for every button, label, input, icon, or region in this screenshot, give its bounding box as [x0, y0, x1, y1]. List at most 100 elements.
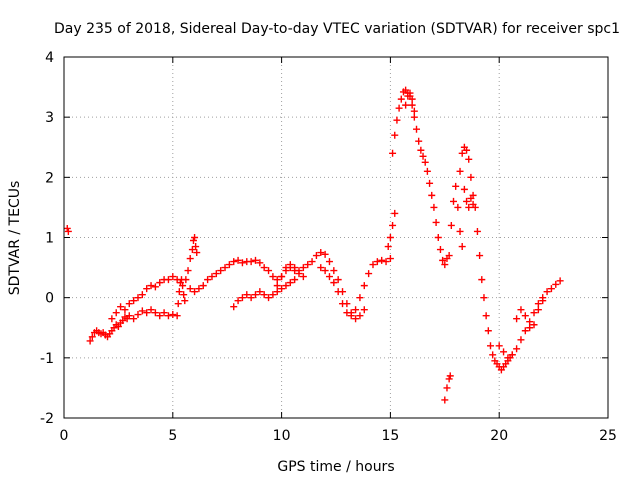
data-point-marker: [238, 259, 246, 267]
data-point-marker: [160, 309, 168, 317]
data-point-marker: [465, 155, 473, 163]
data-point-marker: [64, 227, 72, 235]
data-point-marker: [408, 95, 416, 103]
y-tick-label: 3: [45, 110, 54, 126]
data-point-marker: [291, 264, 299, 272]
grid-lines: [64, 57, 608, 418]
data-point-marker: [439, 256, 447, 264]
data-point-marker: [221, 264, 229, 272]
data-point-marker: [114, 323, 122, 331]
data-point-marker: [417, 146, 425, 154]
data-point-marker: [373, 258, 381, 266]
data-point-marker: [369, 261, 377, 269]
data-point-marker: [134, 294, 142, 302]
data-point-marker: [169, 273, 177, 281]
data-point-marker: [325, 273, 333, 281]
data-point-marker: [450, 197, 458, 205]
data-point-marker: [389, 221, 397, 229]
data-point-marker: [175, 288, 183, 296]
data-point-marker: [504, 354, 512, 362]
data-point-marker: [426, 179, 434, 187]
data-point-marker: [256, 259, 264, 267]
data-point-marker: [521, 312, 529, 320]
data-point-marker: [456, 167, 464, 175]
data-point-marker: [423, 167, 431, 175]
data-point-marker: [130, 297, 138, 305]
data-point-marker: [421, 158, 429, 166]
data-point-marker: [134, 311, 142, 319]
data-point-marker: [428, 191, 436, 199]
data-point-marker: [386, 255, 394, 263]
data-point-marker: [458, 243, 466, 251]
data-point-marker: [164, 276, 172, 284]
data-point-marker: [181, 297, 189, 305]
data-point-marker: [343, 309, 351, 317]
data-point-marker: [265, 294, 273, 302]
data-point-marker: [299, 264, 307, 272]
data-point-marker: [164, 312, 172, 320]
data-point-marker: [406, 89, 414, 97]
data-point-marker: [543, 288, 551, 296]
data-point-marker: [352, 315, 360, 323]
data-point-marker: [534, 300, 542, 308]
axis-ticks: 0 5 10 15 20 25 -2 -1 0 1 2 3 4: [40, 50, 617, 444]
data-point-marker: [186, 255, 194, 263]
data-point-marker: [86, 337, 94, 345]
data-point-marker: [278, 285, 286, 293]
data-point-marker: [447, 221, 455, 229]
data-point-marker: [534, 306, 542, 314]
data-point-marker: [247, 258, 255, 266]
data-point-marker: [286, 261, 294, 269]
data-point-marker: [495, 342, 503, 350]
data-point-marker: [517, 306, 525, 314]
data-points: [63, 86, 564, 404]
data-point-marker: [486, 342, 494, 350]
data-point-marker: [556, 277, 564, 285]
x-tick-label: 5: [168, 428, 177, 444]
data-point-marker: [526, 324, 534, 332]
data-point-marker: [378, 256, 386, 264]
data-point-marker: [317, 249, 325, 257]
x-tick-label: 0: [60, 428, 69, 444]
data-point-marker: [413, 125, 421, 133]
data-point-marker: [384, 243, 392, 251]
data-point-marker: [530, 321, 538, 329]
data-point-marker: [530, 309, 538, 317]
data-point-marker: [199, 282, 207, 290]
data-point-marker: [225, 261, 233, 269]
x-tick-label: 20: [490, 428, 508, 444]
data-point-marker: [334, 276, 342, 284]
data-point-marker: [119, 317, 127, 325]
data-point-marker: [445, 252, 453, 260]
data-point-marker: [273, 282, 281, 290]
data-point-marker: [173, 312, 181, 320]
data-point-marker: [410, 107, 418, 115]
data-point-marker: [391, 131, 399, 139]
data-point-marker: [174, 300, 182, 308]
data-point-marker: [484, 327, 492, 335]
data-point-marker: [138, 291, 146, 299]
data-point-marker: [356, 294, 364, 302]
data-point-marker: [391, 209, 399, 217]
data-point-marker: [325, 258, 333, 266]
data-point-marker: [463, 146, 471, 154]
data-point-marker: [192, 243, 200, 251]
y-tick-label: 0: [45, 291, 54, 307]
data-point-marker: [467, 173, 475, 181]
data-point-marker: [186, 285, 194, 293]
y-tick-label: 1: [45, 231, 54, 247]
data-point-marker: [230, 258, 238, 266]
data-point-marker: [317, 264, 325, 272]
data-point-marker: [180, 291, 188, 299]
data-point-marker: [432, 218, 440, 226]
data-point-marker: [143, 285, 151, 293]
y-axis-label: SDTVAR / TECUs: [7, 181, 23, 296]
data-point-marker: [304, 261, 312, 269]
data-point-marker: [465, 203, 473, 211]
data-point-marker: [402, 101, 410, 109]
data-point-marker: [278, 273, 286, 281]
data-point-marker: [441, 261, 449, 269]
data-point-marker: [410, 113, 418, 121]
data-point-marker: [265, 267, 273, 275]
